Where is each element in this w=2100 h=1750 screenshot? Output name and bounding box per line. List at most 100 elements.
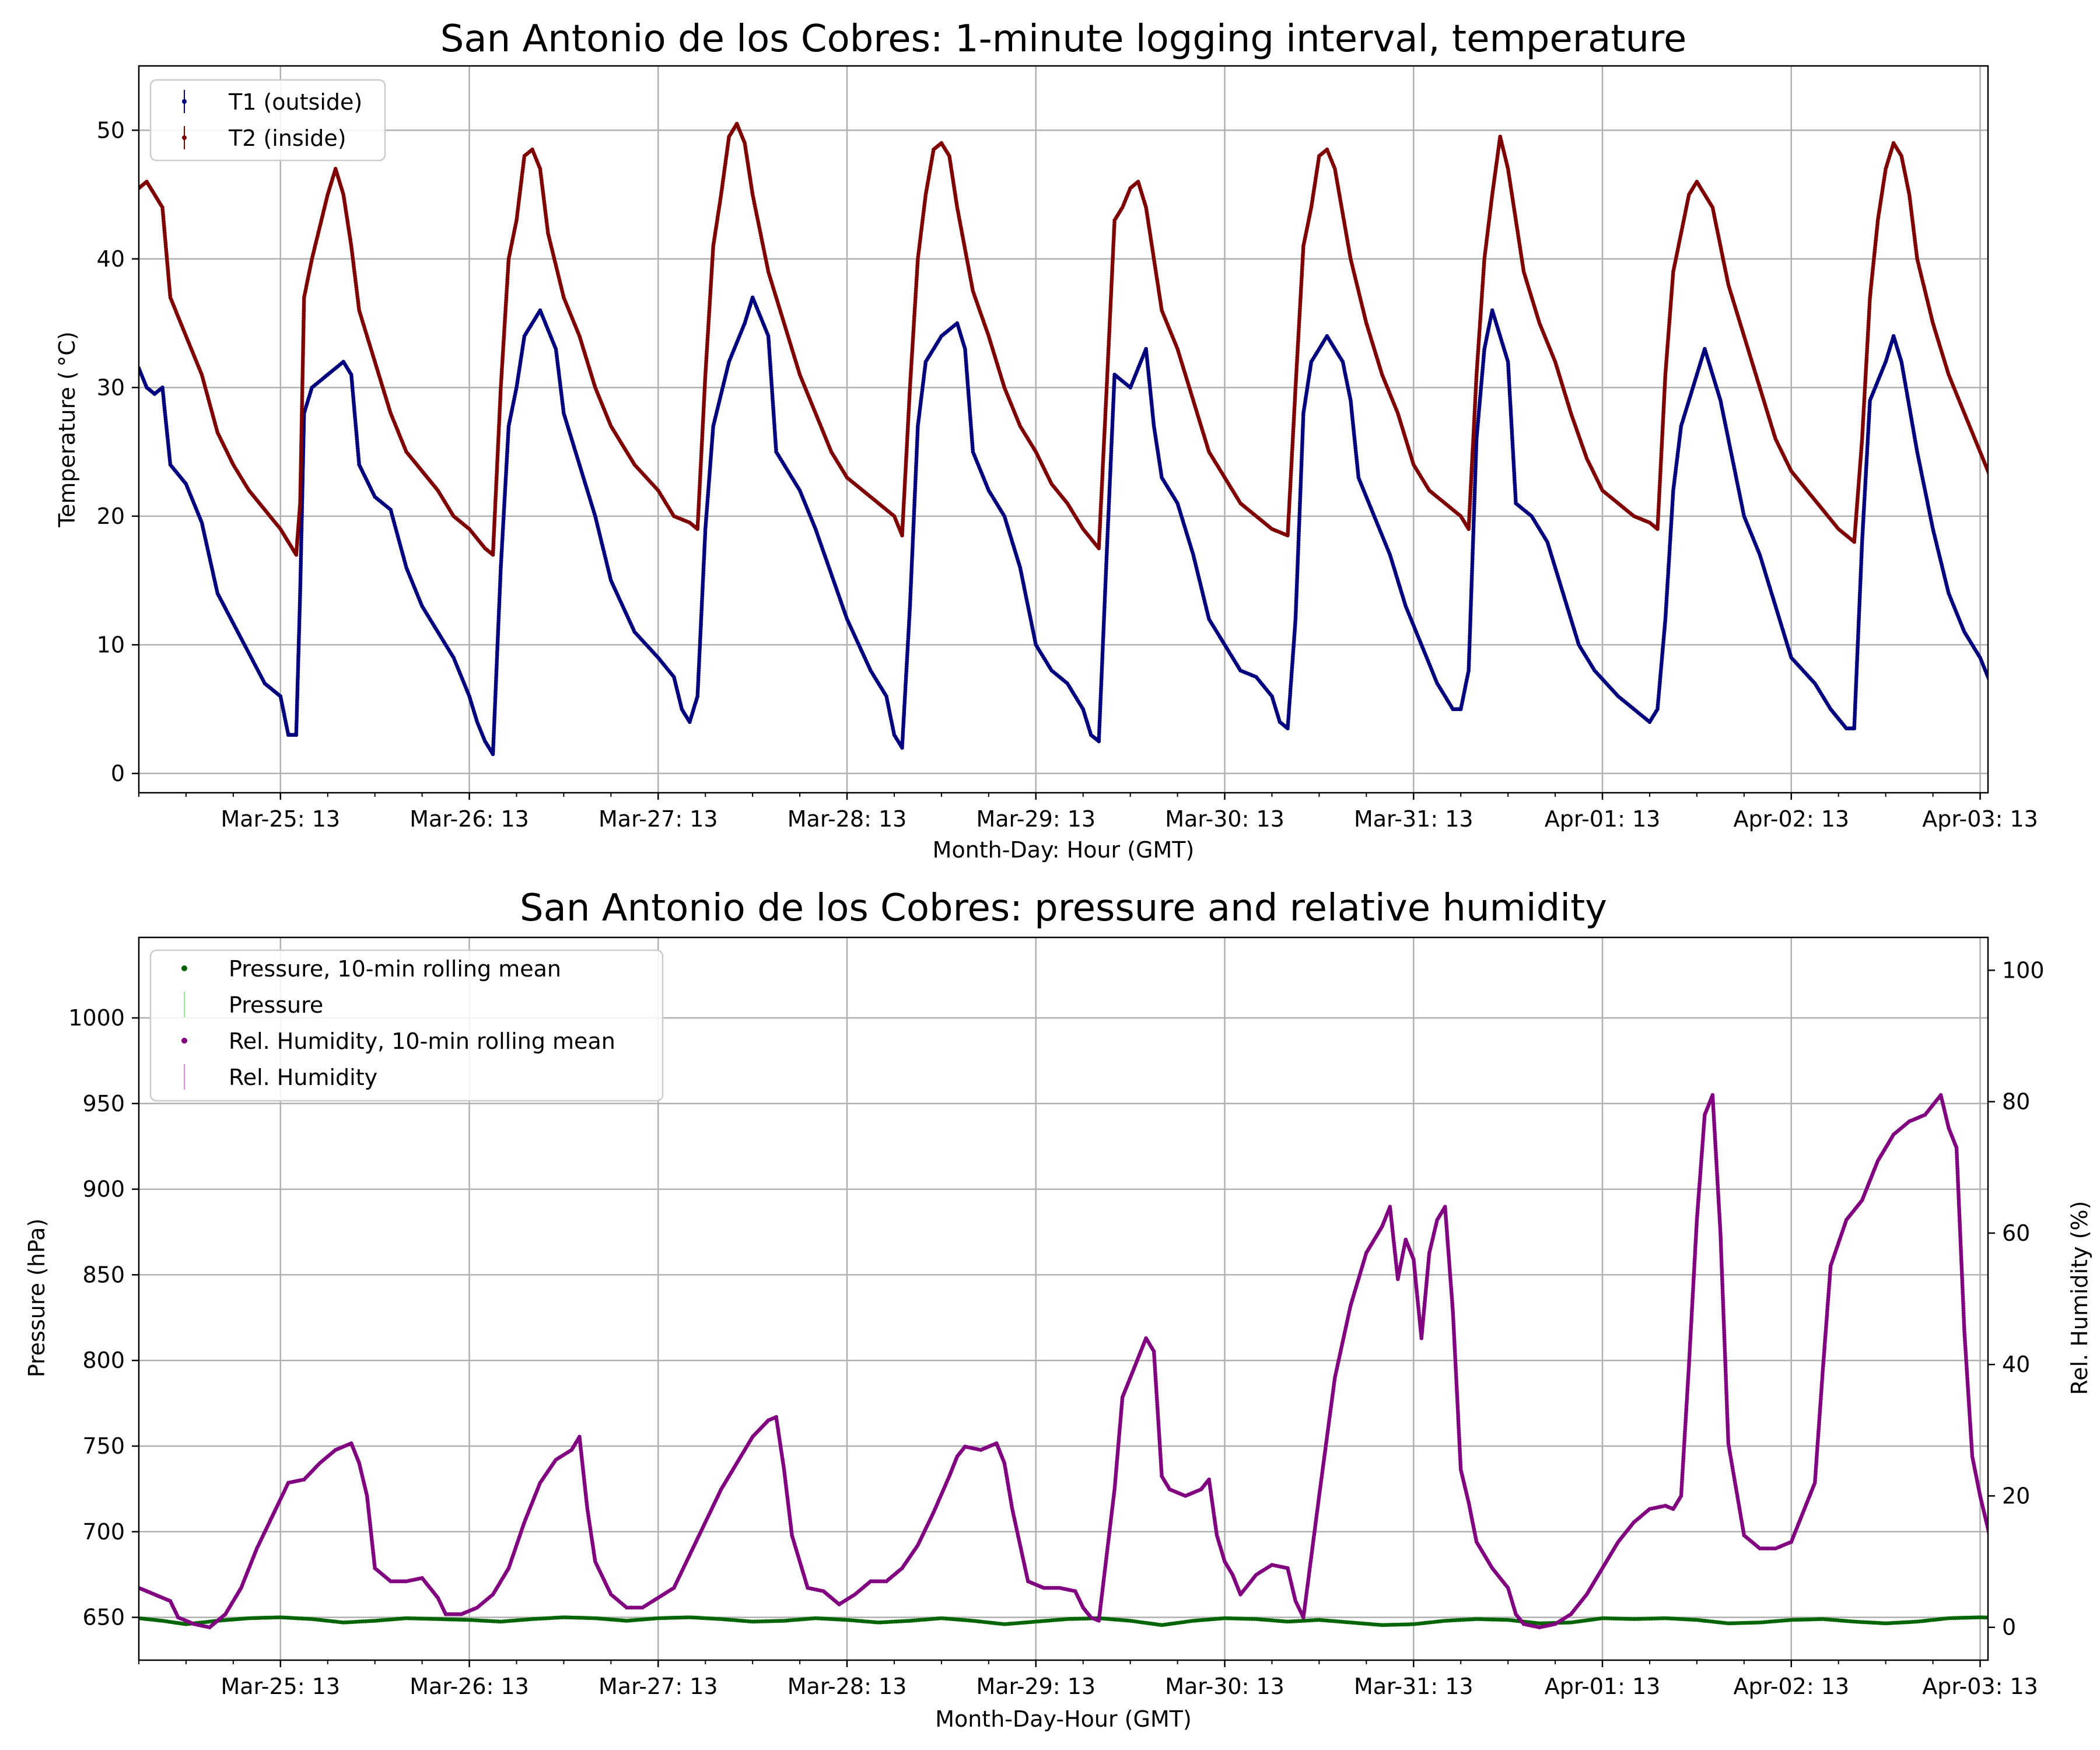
data-point bbox=[2043, 632, 2047, 636]
data-point bbox=[2058, 361, 2062, 365]
data-point bbox=[2042, 643, 2046, 648]
data-point bbox=[2025, 739, 2029, 743]
data-point bbox=[2042, 662, 2046, 666]
data-point bbox=[2041, 676, 2045, 680]
data-point bbox=[2046, 572, 2050, 576]
data-point bbox=[2031, 739, 2035, 743]
data-point bbox=[2024, 737, 2028, 741]
data-point bbox=[2039, 689, 2043, 693]
data-point bbox=[2053, 444, 2057, 449]
data-point bbox=[2046, 565, 2050, 569]
data-point bbox=[2042, 641, 2046, 645]
data-point bbox=[1990, 686, 1994, 690]
data-point bbox=[2029, 739, 2034, 743]
data-point bbox=[2021, 734, 2025, 738]
data-point bbox=[2055, 410, 2059, 414]
data-point bbox=[2054, 419, 2059, 423]
data-point bbox=[2037, 705, 2041, 709]
data-point bbox=[2045, 590, 2049, 594]
data-point bbox=[2056, 382, 2060, 386]
data-point bbox=[2036, 710, 2041, 714]
data-point bbox=[2056, 389, 2060, 393]
data-point bbox=[2054, 430, 2058, 435]
data-point bbox=[2055, 401, 2059, 405]
data-point bbox=[2004, 710, 2008, 714]
data-point bbox=[1993, 692, 1997, 696]
data-point bbox=[2045, 604, 2049, 608]
data-point bbox=[2034, 733, 2038, 737]
data-point bbox=[2003, 708, 2007, 712]
data-point bbox=[2027, 739, 2031, 743]
data-point bbox=[2063, 314, 2067, 318]
data-point bbox=[2017, 729, 2021, 733]
data-point bbox=[2048, 528, 2052, 532]
data-point bbox=[2034, 730, 2038, 734]
data-point bbox=[2054, 415, 2059, 419]
data-point bbox=[2049, 516, 2053, 520]
data-point bbox=[2059, 357, 2063, 361]
data-point bbox=[2059, 355, 2063, 359]
data-point bbox=[2046, 574, 2050, 578]
data-point bbox=[2049, 519, 2053, 523]
data-point bbox=[2046, 579, 2050, 583]
data-point bbox=[2054, 412, 2059, 416]
data-point bbox=[2054, 428, 2058, 432]
chart1-plot-area bbox=[139, 121, 2067, 757]
data-point bbox=[2055, 405, 2059, 410]
data-point bbox=[2059, 352, 2063, 356]
data-point bbox=[2054, 421, 2058, 425]
data-point bbox=[2011, 722, 2015, 726]
data-point bbox=[2042, 657, 2046, 661]
data-point bbox=[2042, 650, 2046, 654]
data-point bbox=[1995, 696, 1999, 701]
data-point bbox=[2044, 611, 2048, 615]
data-point bbox=[2049, 510, 2053, 514]
data-point bbox=[2051, 480, 2055, 484]
data-point bbox=[2054, 424, 2058, 428]
data-point bbox=[2061, 334, 2065, 338]
data-point bbox=[2043, 629, 2047, 634]
data-point bbox=[2041, 666, 2045, 670]
data-point bbox=[2041, 664, 2045, 668]
data-point bbox=[2035, 721, 2039, 725]
data-point bbox=[2022, 736, 2027, 740]
data-point bbox=[2053, 438, 2057, 442]
data-point bbox=[2008, 718, 2013, 722]
data-point bbox=[2060, 345, 2064, 349]
data-point bbox=[2062, 325, 2066, 329]
data-point bbox=[2056, 394, 2060, 398]
data-point bbox=[2053, 447, 2057, 451]
data-point bbox=[2038, 698, 2042, 702]
data-point bbox=[2041, 671, 2045, 675]
data-point bbox=[2057, 377, 2061, 382]
data-point bbox=[2056, 391, 2060, 396]
data-point bbox=[2059, 350, 2063, 354]
data-point bbox=[2051, 475, 2055, 479]
data-point bbox=[1990, 684, 1994, 688]
data-point bbox=[2053, 435, 2057, 439]
data-point bbox=[2051, 482, 2055, 486]
data-point bbox=[2050, 501, 2054, 505]
data-point bbox=[2039, 691, 2043, 695]
data-point bbox=[2046, 562, 2050, 566]
data-point bbox=[2058, 363, 2062, 368]
data-point bbox=[1994, 694, 1998, 698]
data-point bbox=[2005, 712, 2009, 716]
data-point bbox=[2050, 503, 2054, 507]
data-point bbox=[2051, 477, 2055, 481]
data-point bbox=[2048, 542, 2052, 546]
data-point bbox=[2050, 487, 2054, 491]
data-point bbox=[2045, 588, 2049, 592]
data-point bbox=[2040, 680, 2044, 684]
data-point bbox=[2048, 547, 2052, 551]
data-point bbox=[2006, 714, 2010, 718]
data-point bbox=[2035, 726, 2039, 730]
data-point bbox=[2048, 549, 2052, 553]
data-point bbox=[2043, 627, 2048, 631]
data-point bbox=[2056, 396, 2060, 400]
data-point bbox=[2057, 370, 2061, 374]
data-point bbox=[2059, 348, 2063, 352]
data-point bbox=[1992, 690, 1996, 694]
data-point bbox=[2036, 712, 2041, 716]
data-point bbox=[2020, 732, 2024, 736]
